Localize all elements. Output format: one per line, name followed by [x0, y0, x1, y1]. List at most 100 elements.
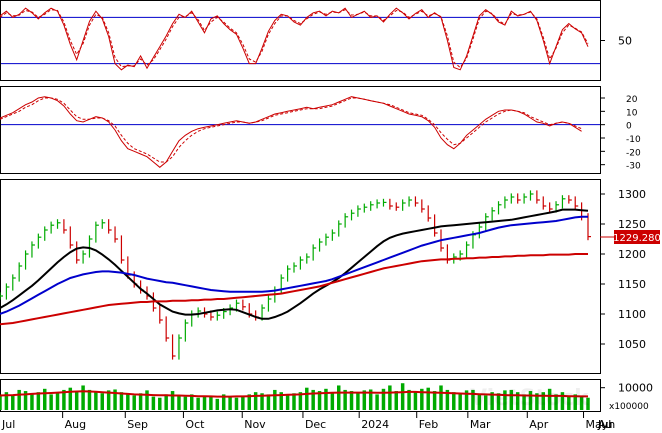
volume-bar: [337, 385, 341, 410]
volume-bar: [586, 397, 590, 410]
volume-bar: [305, 387, 309, 410]
month-label: Oct: [185, 418, 205, 431]
volume-bar: [113, 389, 117, 410]
volume-bar: [324, 388, 328, 410]
month-label: Jul: [1, 418, 15, 431]
volume-bar: [445, 389, 450, 410]
volume-bar: [196, 397, 200, 410]
volume-bar: [368, 389, 373, 410]
volume-bar: [253, 392, 258, 410]
volume-bar: [202, 396, 207, 410]
volume-bar: [464, 390, 469, 410]
volume-bar: [509, 389, 514, 410]
volume-bar: [535, 393, 539, 410]
volume-bar: [554, 394, 558, 410]
volume-bar: [439, 385, 443, 410]
volume-bar: [381, 388, 386, 410]
volume-bars: [0, 383, 590, 410]
volume-bar: [11, 395, 15, 410]
volume-bar: [17, 389, 21, 410]
volume-bar: [177, 395, 181, 410]
month-label: Au: [598, 418, 613, 431]
volume-bar: [579, 396, 584, 410]
month-label: Sep: [127, 418, 148, 431]
volume-bar: [285, 395, 290, 410]
volume-bar: [356, 393, 360, 410]
volume-bar: [477, 394, 482, 410]
volume-bar: [298, 392, 303, 410]
volume-bar: [484, 395, 488, 410]
stochastic-panel-frame: [0, 0, 601, 81]
volume-bar: [471, 389, 475, 410]
price-series-line-1: [0, 208, 589, 320]
month-label: Jul: [597, 418, 611, 431]
price-panel-frame: [0, 179, 601, 374]
y-tick-label: 1050: [618, 338, 646, 351]
volume-bar: [190, 394, 194, 410]
volume-bar: [164, 394, 168, 410]
last-price-label: 1229.280: [613, 233, 661, 244]
volume-bar: [55, 392, 60, 410]
volume-bar: [183, 396, 188, 410]
volume-bar: [560, 392, 565, 410]
volume-bar: [490, 392, 494, 410]
volume-bar: [106, 390, 111, 410]
volume-bar: [547, 388, 552, 410]
y-tick-label: 20: [626, 95, 638, 105]
volume-bar: [515, 392, 520, 410]
y-tick-label: -10: [626, 135, 641, 145]
volume-bar: [158, 397, 162, 410]
volume-bar: [145, 390, 149, 410]
volume-bar: [234, 397, 239, 410]
y-tick-label: 1200: [618, 248, 646, 261]
volume-bar: [119, 392, 124, 410]
volume-bar: [388, 385, 392, 410]
volume-bar: [317, 391, 322, 410]
volume-bar: [311, 389, 315, 410]
month-label: Feb: [419, 418, 438, 431]
price-series-line-2: [0, 215, 588, 315]
grid-layer: [1, 16, 614, 418]
y-tick-label: -20: [626, 148, 641, 158]
volume-bar: [567, 395, 571, 410]
volume-bar: [4, 392, 9, 410]
volume-bar: [432, 391, 437, 410]
y-tick-label: 1250: [618, 218, 646, 231]
volume-bar: [343, 389, 347, 410]
volume-bar: [49, 394, 53, 410]
volume-bar: [452, 392, 456, 410]
volume-bar: [413, 392, 418, 410]
volume-bar: [132, 395, 136, 410]
volume-bar: [151, 396, 156, 410]
volume-bar: [541, 392, 545, 410]
month-label: Nov: [244, 418, 266, 431]
volume-bar: [36, 392, 41, 410]
volume-bar: [362, 390, 367, 410]
volume-bar: [426, 387, 430, 410]
volume-bar: [458, 393, 462, 410]
volume-bar: [126, 394, 130, 410]
macd-panel-frame: [0, 86, 601, 174]
volume-bar: [62, 389, 66, 410]
volume-bar: [573, 394, 577, 410]
volume-bar: [292, 393, 296, 410]
tick-labels: Jul Aug Sep Oct Nov Dec 2024 Feb Mar Apr MayJunJul…: [1, 35, 653, 432]
last-price-box: [614, 230, 660, 244]
volume-unit-label: x100000: [609, 402, 649, 412]
volume-bar: [349, 391, 354, 410]
volume-bar: [81, 385, 85, 410]
watermark-text: VietStock: [470, 386, 590, 411]
macd-series-line-1: [0, 97, 582, 163]
y-tick-label: 1300: [618, 188, 646, 201]
month-label: Aug: [65, 418, 86, 431]
price-series-line-3: [0, 253, 588, 326]
volume-bar: [87, 389, 92, 410]
volume-bar: [496, 393, 501, 410]
month-label: Apr: [529, 418, 549, 431]
volume-bar: [30, 393, 34, 410]
volume-bar: [241, 395, 245, 410]
volume-bar: [68, 387, 73, 410]
volume-bar: [74, 391, 79, 410]
month-label: 2024: [361, 418, 389, 431]
volume-bar: [228, 396, 232, 410]
